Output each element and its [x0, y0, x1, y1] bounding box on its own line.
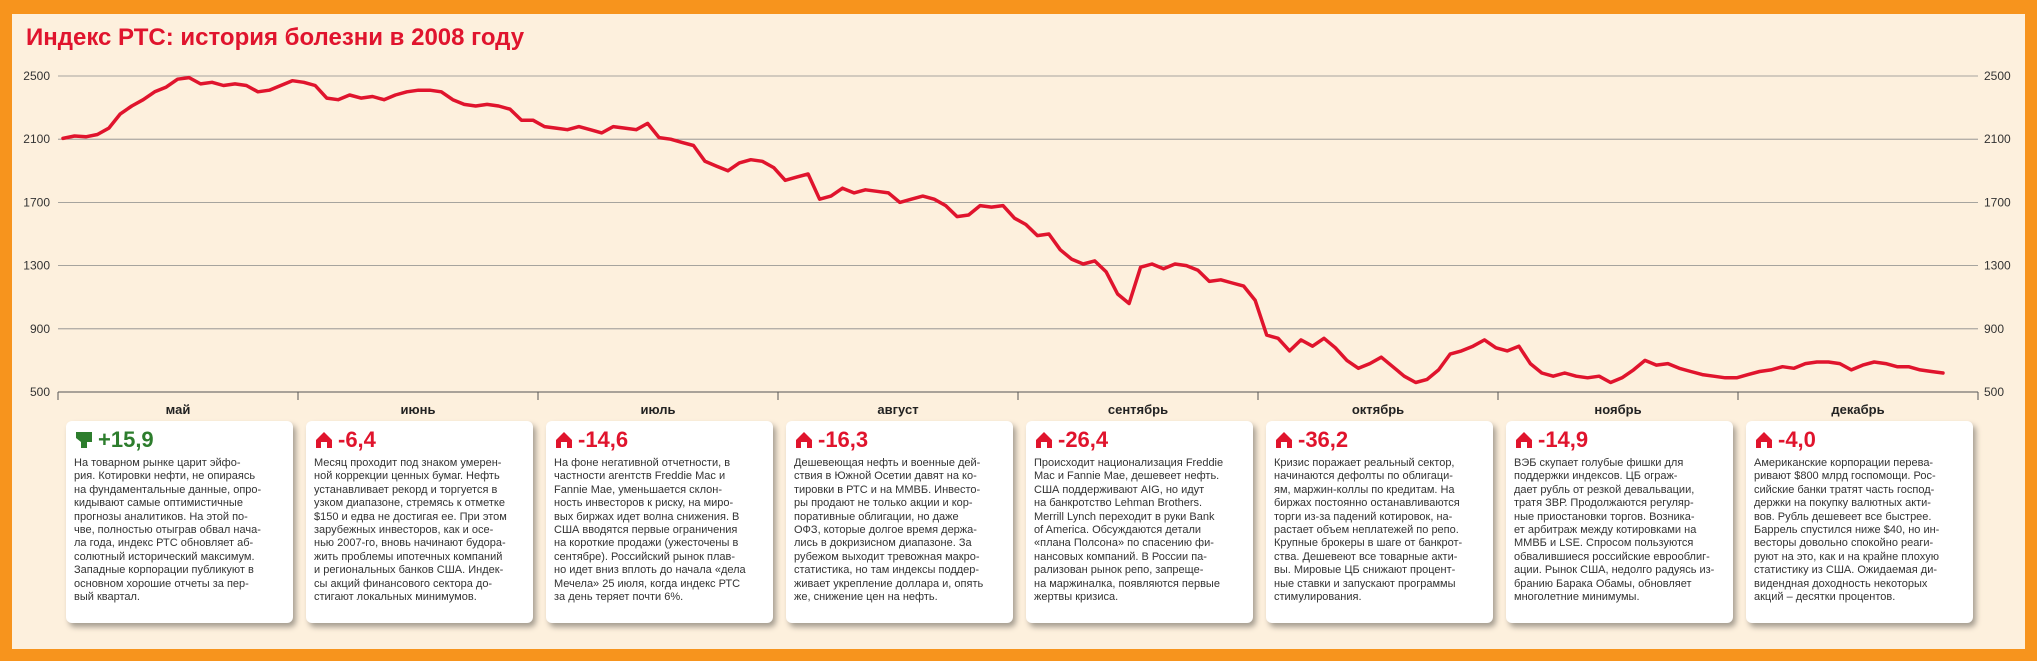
month-label: ноябрь — [1594, 402, 1641, 417]
month-label: май — [166, 402, 191, 417]
card-delta: -6,4 — [338, 427, 376, 452]
arrow-up-icon — [76, 432, 92, 448]
month-label: июнь — [401, 402, 436, 417]
card-delta: -4,0 — [1778, 427, 1816, 452]
month-label: декабрь — [1831, 402, 1884, 417]
card-header: -26,4 — [1034, 427, 1245, 453]
card-header: -6,4 — [314, 427, 525, 453]
chart-title: Индекс РТС: история болезни в 2008 году — [26, 24, 525, 51]
card-text: Происходит национализация Freddie Mac и … — [1034, 457, 1224, 604]
card-delta: -36,2 — [1298, 427, 1349, 452]
card-text: На фоне негативной отчетности, в частнос… — [554, 457, 746, 604]
month-card: -16,3 Дешевеющая нефть и военные дей- ств… — [786, 421, 1013, 623]
month-label: октябрь — [1352, 402, 1404, 417]
y-tick-label-left: 1700 — [23, 195, 50, 209]
card-header: -16,3 — [794, 427, 1005, 453]
card-text: Американские корпорации перева- ривают $… — [1754, 457, 1940, 604]
y-tick-label-left: 900 — [30, 322, 50, 336]
y-tick-label-left: 500 — [30, 385, 50, 399]
card-delta: -14,9 — [1538, 427, 1589, 452]
card-header: -14,9 — [1514, 427, 1725, 453]
arrow-down-icon — [316, 432, 332, 448]
y-tick-label-right: 500 — [1984, 385, 2004, 399]
month-card: -6,4 Месяц проходит под знаком умерен- но… — [306, 421, 533, 623]
card-delta: -26,4 — [1058, 427, 1109, 452]
y-tick-label-right: 900 — [1984, 322, 2004, 336]
card-header: -36,2 — [1274, 427, 1485, 453]
card-header: +15,9 — [74, 427, 285, 453]
card-text: На товарном рынке царит эйфо- рия. Котир… — [74, 457, 262, 604]
card-text: Месяц проходит под знаком умерен- ной ко… — [314, 457, 507, 604]
month-card: -4,0 Американские корпорации перева- рива… — [1746, 421, 1973, 623]
y-tick-label-left: 2100 — [23, 132, 50, 146]
y-tick-label-right: 2100 — [1984, 132, 2011, 146]
month-card: -14,6 На фоне негативной отчетности, в ча… — [546, 421, 773, 623]
rts-index-line — [61, 75, 1945, 385]
arrow-down-icon — [556, 432, 572, 448]
month-label: сентябрь — [1108, 402, 1168, 417]
month-card: -26,4 Происходит национализация Freddie M… — [1026, 421, 1253, 623]
month-card: -14,9 ВЭБ скупает голубые фишки для подде… — [1506, 421, 1733, 623]
y-tick-label-left: 1300 — [23, 259, 50, 273]
month-card: -36,2 Кризис поражает реальный сектор, на… — [1266, 421, 1493, 623]
arrow-down-icon — [1036, 432, 1052, 448]
arrow-down-icon — [1756, 432, 1772, 448]
card-text: Кризис поражает реальный сектор, начинаю… — [1274, 457, 1463, 604]
y-tick-label-right: 1700 — [1984, 195, 2011, 209]
card-delta: -16,3 — [818, 427, 869, 452]
month-label: август — [877, 402, 918, 417]
card-text: ВЭБ скупает голубые фишки для поддержки … — [1514, 457, 1715, 604]
month-card: +15,9 На товарном рынке царит эйфо- рия. … — [66, 421, 293, 623]
arrow-down-icon — [1516, 432, 1532, 448]
y-tick-label-left: 2500 — [23, 69, 50, 83]
card-text: Дешевеющая нефть и военные дей- ствия в … — [794, 457, 984, 604]
y-tick-label-right: 1300 — [1984, 259, 2011, 273]
arrow-down-icon — [1276, 432, 1292, 448]
arrow-down-icon — [796, 432, 812, 448]
card-header: -14,6 — [554, 427, 765, 453]
card-delta: -14,6 — [578, 427, 629, 452]
y-tick-label-right: 2500 — [1984, 69, 2011, 83]
card-header: -4,0 — [1754, 427, 1965, 453]
month-label: июль — [640, 402, 675, 417]
card-delta: +15,9 — [98, 427, 154, 452]
